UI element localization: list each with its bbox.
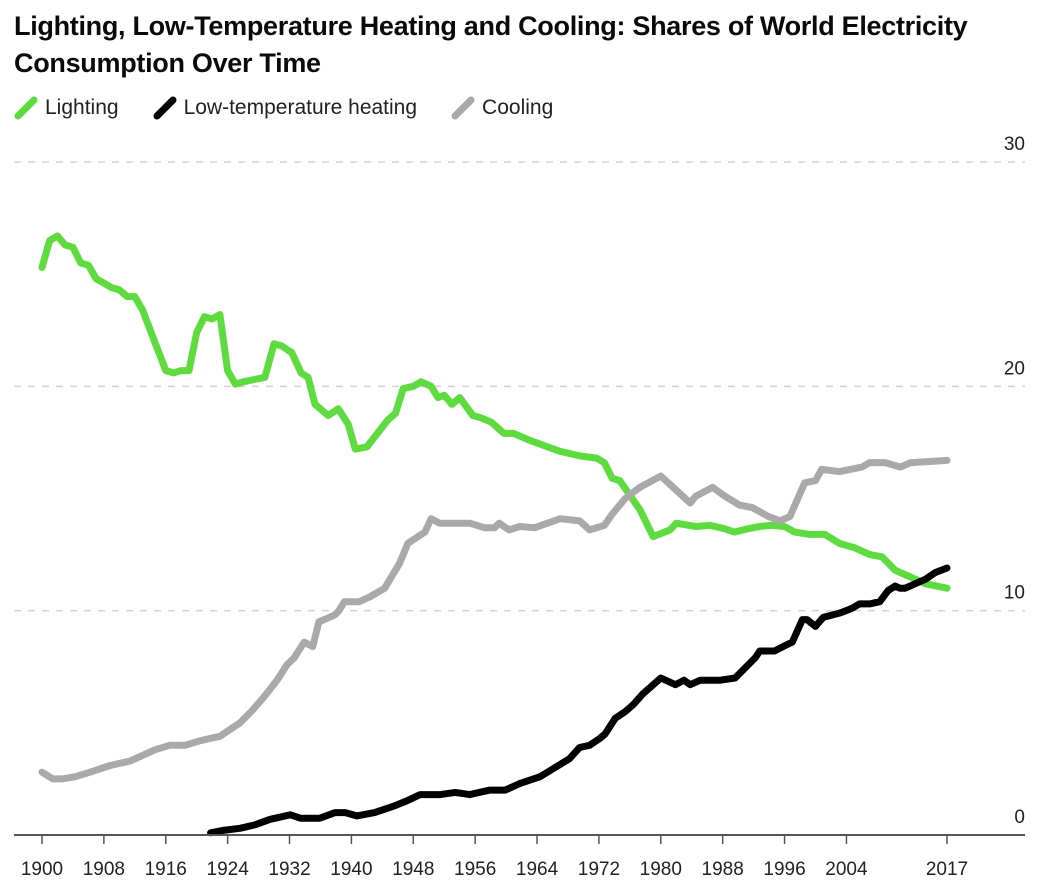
x-tick-label: 1996 [763,859,805,880]
chart-title: Lighting, Low-Temperature Heating and Co… [14,11,968,78]
x-tick-label: 1956 [454,859,496,880]
x-tick-label: 1908 [83,859,125,880]
x-tick-label: 1940 [330,859,372,880]
x-tick-label: 1972 [578,859,620,880]
legend-item-heating: Low-temperature heating [153,96,417,120]
legend-swatch-lighting-icon [14,96,38,120]
gridlines [14,161,1025,612]
series-line-low-temperature-heating [207,564,951,837]
legend-item-lighting: Lighting [14,96,119,120]
x-tick-label: 1948 [392,859,434,880]
x-tick-label: 1964 [516,859,559,880]
x-tick-label: 1980 [640,859,682,880]
legend-label-lighting: Lighting [45,96,119,119]
legend-swatch-cooling-icon [451,96,475,120]
x-axis: 1900 1908 1916 1924 1932 1940 1948 1956 1964 1972… [14,834,1025,880]
y-tick-label: 30 [1004,134,1025,155]
legend-item-cooling: Cooling [451,96,553,120]
x-tick-label: 2017 [926,859,968,880]
y-tick-label: 20 [1004,358,1025,379]
legend: Lighting Low-temperature heating Cooling [14,96,587,120]
series-line-cooling [38,456,951,783]
x-tick-label: 1900 [21,859,63,880]
x-tick-label: 2004 [825,859,868,880]
legend-label-cooling: Cooling [482,96,554,119]
x-tick-label: 1916 [145,859,187,880]
x-tick-label: 1932 [268,859,310,880]
y-tick-label: 10 [1004,583,1025,604]
series-lines [38,232,951,837]
x-tick-label: 1988 [702,859,744,880]
legend-swatch-heating-icon [153,96,177,120]
y-axis-labels: 0 10 20 30 [1004,134,1025,828]
y-tick-label: 0 [1014,807,1025,828]
legend-label-heating: Low-temperature heating [183,96,418,119]
x-tick-label: 1924 [207,859,250,880]
series-line-lighting [38,232,951,592]
